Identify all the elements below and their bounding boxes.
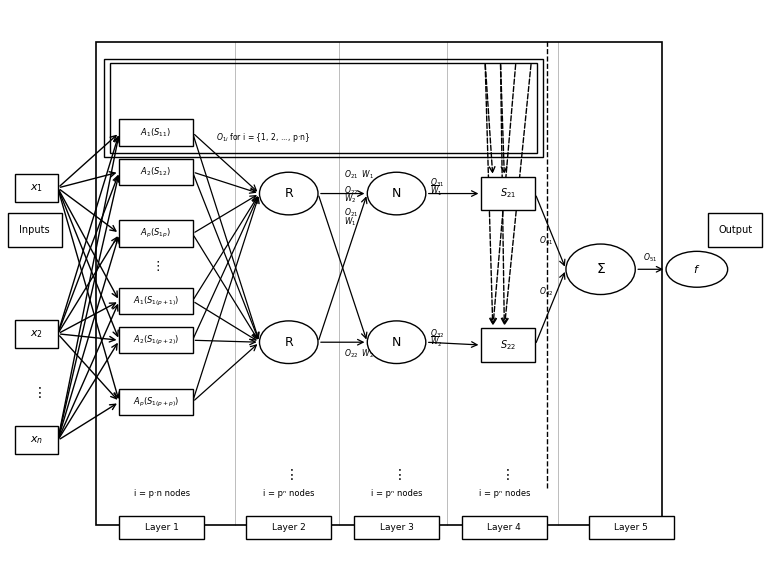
Text: Layer 5: Layer 5 bbox=[614, 523, 648, 532]
Text: i = pⁿ nodes: i = pⁿ nodes bbox=[479, 489, 530, 498]
FancyBboxPatch shape bbox=[8, 213, 62, 247]
Text: $O_{32}$: $O_{32}$ bbox=[430, 328, 444, 340]
FancyBboxPatch shape bbox=[708, 213, 762, 247]
Text: $S_{21}$: $S_{21}$ bbox=[500, 187, 516, 200]
Text: $O_{1i}$ for i = {1, 2, ..., p·n}: $O_{1i}$ for i = {1, 2, ..., p·n} bbox=[216, 131, 310, 144]
FancyBboxPatch shape bbox=[15, 320, 58, 348]
Circle shape bbox=[259, 172, 318, 215]
Text: $O_{22}$  $W_2$: $O_{22}$ $W_2$ bbox=[344, 347, 374, 360]
Ellipse shape bbox=[666, 251, 728, 287]
FancyBboxPatch shape bbox=[354, 516, 439, 539]
Text: $x_n$: $x_n$ bbox=[30, 434, 43, 447]
FancyBboxPatch shape bbox=[119, 119, 192, 146]
Text: $O_{22}$: $O_{22}$ bbox=[344, 185, 359, 197]
Text: $W_2$: $W_2$ bbox=[344, 193, 357, 205]
FancyBboxPatch shape bbox=[119, 220, 192, 247]
Text: $A_p(S_{1p})$: $A_p(S_{1p})$ bbox=[140, 227, 172, 240]
Text: $W_1$: $W_1$ bbox=[344, 215, 357, 228]
Text: $f$: $f$ bbox=[693, 263, 701, 275]
Text: $\vdots$: $\vdots$ bbox=[392, 467, 401, 481]
Text: $A_p(S_{1(p+p)})$: $A_p(S_{1(p+p)})$ bbox=[132, 396, 179, 408]
Text: $\vdots$: $\vdots$ bbox=[32, 385, 42, 400]
Text: i = pⁿ nodes: i = pⁿ nodes bbox=[263, 489, 314, 498]
Text: i = pⁿ nodes: i = pⁿ nodes bbox=[371, 489, 422, 498]
Text: $A_2(S_{1(p+2)})$: $A_2(S_{1(p+2)})$ bbox=[132, 334, 179, 347]
FancyBboxPatch shape bbox=[481, 177, 535, 210]
Text: $A_2(S_{12})$: $A_2(S_{12})$ bbox=[140, 165, 172, 178]
FancyBboxPatch shape bbox=[119, 389, 192, 415]
Text: Layer 3: Layer 3 bbox=[380, 523, 413, 532]
Text: R: R bbox=[284, 187, 293, 200]
Text: $O_{21}$: $O_{21}$ bbox=[344, 207, 359, 219]
Text: $\overline{W}_2$: $\overline{W}_2$ bbox=[430, 335, 442, 350]
FancyBboxPatch shape bbox=[119, 516, 204, 539]
Text: $O_{21}$  $W_1$: $O_{21}$ $W_1$ bbox=[344, 169, 374, 181]
Text: i = p·n nodes: i = p·n nodes bbox=[134, 489, 189, 498]
FancyBboxPatch shape bbox=[119, 288, 192, 314]
Text: $\vdots$: $\vdots$ bbox=[151, 260, 160, 273]
Text: $\overline{W}_1$: $\overline{W}_1$ bbox=[430, 183, 442, 198]
Text: $\Sigma$: $\Sigma$ bbox=[596, 263, 605, 276]
Text: $A_1(S_{1(p+1)})$: $A_1(S_{1(p+1)})$ bbox=[132, 295, 179, 307]
FancyBboxPatch shape bbox=[119, 327, 192, 353]
Text: Layer 4: Layer 4 bbox=[487, 523, 521, 532]
Text: $\vdots$: $\vdots$ bbox=[500, 467, 509, 481]
Text: $S_{22}$: $S_{22}$ bbox=[500, 338, 516, 352]
Text: $O_{42}$: $O_{42}$ bbox=[539, 286, 554, 298]
Text: $O_{31}$: $O_{31}$ bbox=[430, 176, 444, 188]
Text: $O_{51}$: $O_{51}$ bbox=[643, 252, 658, 264]
Text: $A_1(S_{11})$: $A_1(S_{11})$ bbox=[140, 126, 172, 139]
Text: $O_{41}$: $O_{41}$ bbox=[539, 235, 554, 247]
Text: Layer 1: Layer 1 bbox=[145, 523, 179, 532]
Text: $x_1$: $x_1$ bbox=[30, 182, 43, 194]
Text: N: N bbox=[392, 187, 401, 200]
Text: Output: Output bbox=[718, 225, 752, 235]
Text: R: R bbox=[284, 335, 293, 349]
Circle shape bbox=[566, 244, 635, 295]
Text: $x_2$: $x_2$ bbox=[30, 328, 43, 340]
Text: Layer 2: Layer 2 bbox=[272, 523, 306, 532]
FancyBboxPatch shape bbox=[15, 174, 58, 202]
Circle shape bbox=[259, 321, 318, 364]
FancyBboxPatch shape bbox=[589, 516, 674, 539]
Circle shape bbox=[367, 172, 426, 215]
FancyBboxPatch shape bbox=[246, 516, 331, 539]
Text: $\vdots$: $\vdots$ bbox=[284, 467, 293, 481]
FancyBboxPatch shape bbox=[481, 328, 535, 362]
FancyBboxPatch shape bbox=[15, 426, 58, 454]
Text: Inputs: Inputs bbox=[19, 225, 50, 235]
Circle shape bbox=[367, 321, 426, 364]
Text: N: N bbox=[392, 335, 401, 349]
FancyBboxPatch shape bbox=[462, 516, 547, 539]
FancyBboxPatch shape bbox=[119, 159, 192, 185]
